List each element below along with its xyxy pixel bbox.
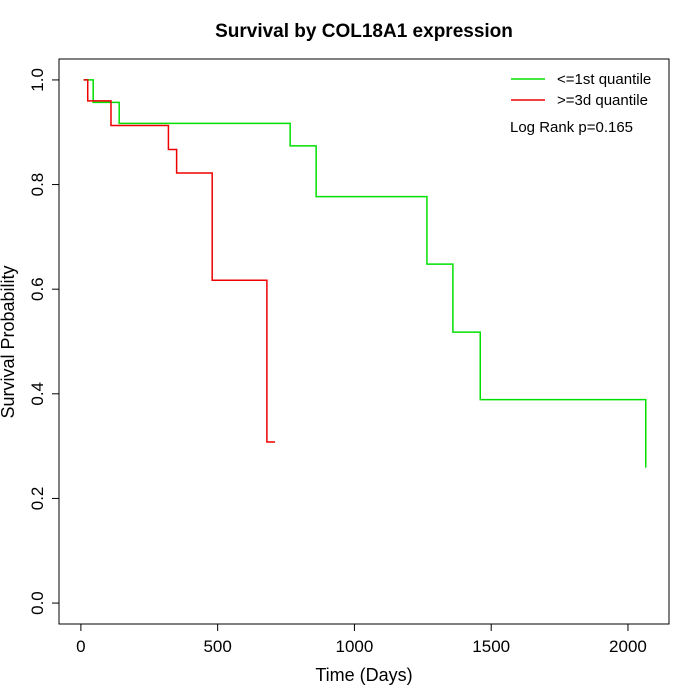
legend-label: <=1st quantile: [557, 71, 651, 88]
x-tick-label: 1500: [472, 637, 510, 656]
legend: <=1st quantile >=3d quantile: [511, 71, 651, 109]
x-tick-label: 500: [203, 637, 231, 656]
log-rank-annotation: Log Rank p=0.165: [510, 119, 633, 136]
plot-frame: [58, 58, 670, 625]
y-tick-label: 0.6: [28, 277, 47, 301]
y-tick-label: 0.8: [28, 173, 47, 197]
x-tick-label: 0: [76, 637, 85, 656]
chart-title: Survival by COL18A1 expression: [215, 21, 513, 42]
y-axis: 0.0 0.2 0.4 0.6 0.8 1.0: [28, 68, 60, 615]
y-tick-label: 0.4: [28, 382, 47, 406]
y-tick-label: 0.0: [28, 591, 47, 615]
x-tick-label: 2000: [609, 637, 647, 656]
y-tick-label: 1.0: [28, 68, 47, 92]
x-tick-label: 1000: [336, 637, 374, 656]
y-tick-label: 0.2: [28, 487, 47, 511]
x-axis: 0 500 1000 1500 2000: [76, 623, 647, 656]
x-axis-label: Time (Days): [315, 665, 412, 685]
series-line-2: [83, 79, 276, 443]
y-axis-label: Survival Probability: [0, 265, 18, 418]
series-layer: [83, 79, 647, 468]
legend-label: >=3d quantile: [557, 92, 648, 109]
